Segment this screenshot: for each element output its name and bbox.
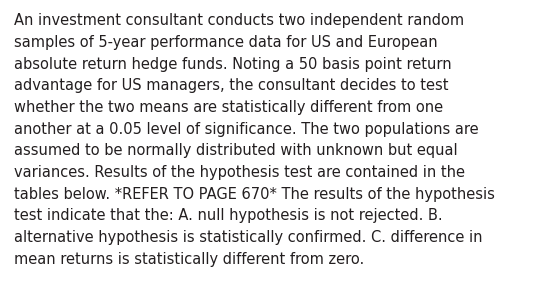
Text: tables below. *REFER TO PAGE 670* The results of the hypothesis: tables below. *REFER TO PAGE 670* The re… [14,187,495,202]
Text: another at a 0.05 level of significance. The two populations are: another at a 0.05 level of significance.… [14,122,479,137]
Text: variances. Results of the hypothesis test are contained in the: variances. Results of the hypothesis tes… [14,165,465,180]
Text: An investment consultant conducts two independent random: An investment consultant conducts two in… [14,13,464,28]
Text: samples of 5-year performance data for US and European: samples of 5-year performance data for U… [14,35,437,50]
Text: assumed to be normally distributed with unknown but equal: assumed to be normally distributed with … [14,143,458,158]
Text: advantage for US managers, the consultant decides to test: advantage for US managers, the consultan… [14,78,449,93]
Text: whether the two means are statistically different from one: whether the two means are statistically … [14,100,443,115]
Text: alternative hypothesis is statistically confirmed. C. difference in: alternative hypothesis is statistically … [14,230,483,245]
Text: absolute return hedge funds. Noting a 50 basis point return: absolute return hedge funds. Noting a 50… [14,57,451,71]
Text: test indicate that the: A. null hypothesis is not rejected. B.: test indicate that the: A. null hypothes… [14,208,442,223]
Text: mean returns is statistically different from zero.: mean returns is statistically different … [14,252,364,267]
